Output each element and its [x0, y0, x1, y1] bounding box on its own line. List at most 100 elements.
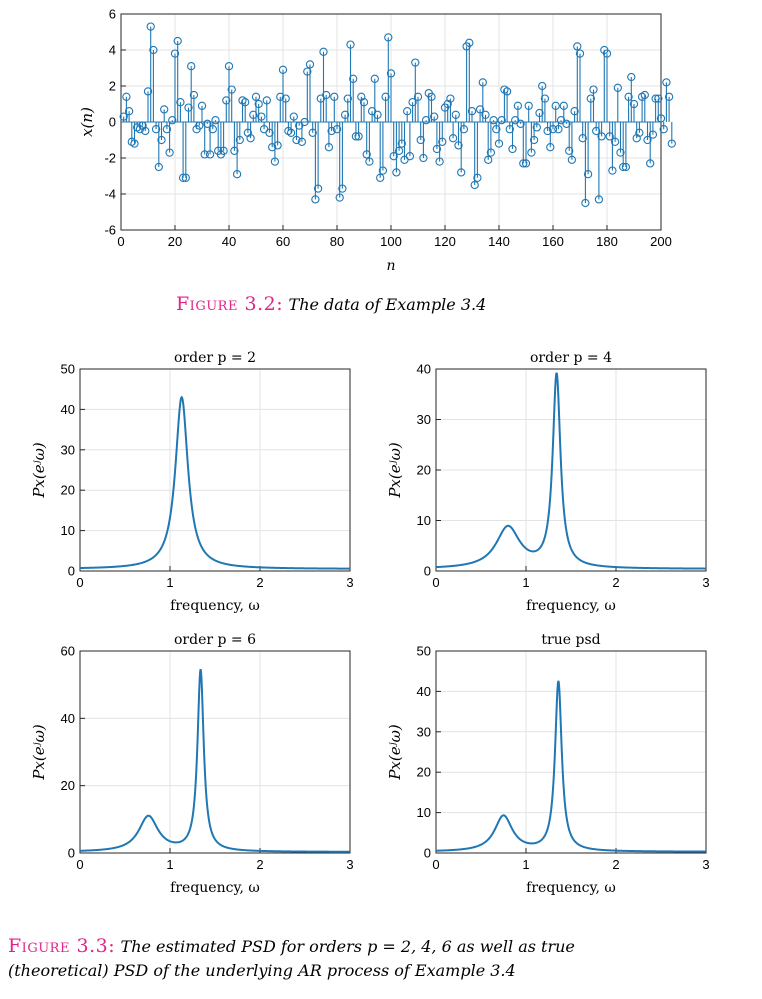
y-tick-label: 50 [61, 362, 75, 377]
stem-marker [446, 94, 455, 103]
stem-marker [162, 125, 172, 134]
stem-marker [197, 101, 207, 110]
stem-marker [251, 92, 261, 101]
stem-marker [349, 74, 358, 83]
stem-marker [621, 162, 631, 172]
y-axis-label: x(n) [78, 107, 96, 137]
chart-psd-2 [435, 368, 707, 572]
figure-3-3-label: Figure 3.3: [8, 935, 116, 957]
psd-curve [80, 395, 351, 570]
stem-marker [187, 62, 196, 71]
stem-marker [235, 135, 244, 145]
stem-marker [365, 157, 374, 166]
psd-curve [435, 372, 706, 570]
stem-marker [222, 96, 231, 105]
x-tick-label: 0 [76, 857, 83, 872]
stem-marker [322, 90, 331, 100]
stem-marker [289, 112, 298, 121]
x-tick-label: 200 [650, 234, 672, 249]
stem-marker [165, 148, 174, 157]
chart-psd-3 [79, 650, 351, 854]
x-axis-label: n [386, 258, 395, 274]
chart-psd-4 [435, 650, 707, 854]
stem-marker [340, 110, 350, 119]
figure-3-3-text-line2: (theoretical) PSD of the underlying AR p… [8, 961, 516, 980]
figure-3-3-caption: Figure 3.3: The estimated PSD for orders… [8, 934, 758, 983]
y-tick-label: 0 [109, 115, 116, 130]
y-tick-label: 20 [417, 765, 431, 780]
stem-marker [648, 130, 658, 139]
stem-marker [548, 125, 558, 134]
stem-marker [494, 139, 504, 148]
x-tick-label: 1 [522, 575, 529, 590]
y-axis-label: Px(eʲω) [386, 724, 404, 780]
x-tick-label: 0 [117, 234, 124, 249]
stem-marker [324, 143, 334, 152]
stem-marker [335, 193, 344, 202]
stem-marker [205, 150, 215, 159]
stem-marker [516, 119, 525, 128]
stem-marker [265, 128, 274, 137]
x-tick-label: 3 [346, 857, 353, 872]
x-tick-label: 60 [276, 234, 290, 249]
stem-marker [403, 107, 412, 116]
stem-marker [616, 148, 625, 157]
figure-3-2-label: Figure 3.2: [176, 293, 284, 315]
stem-marker [602, 49, 612, 58]
stem-marker [241, 98, 250, 107]
x-tick-label: 2 [256, 575, 263, 590]
stem-marker [497, 116, 506, 125]
stem-marker [605, 132, 614, 141]
stem-marker [168, 116, 177, 125]
y-tick-label: 20 [417, 463, 431, 478]
x-tick-label: 0 [432, 575, 439, 590]
stem-marker [392, 168, 401, 177]
stem-marker [465, 38, 474, 47]
stem-marker [567, 155, 577, 164]
x-axis-label: frequency, ω [526, 598, 616, 614]
y-tick-label: 40 [417, 684, 431, 699]
stem-marker [311, 195, 320, 204]
x-tick-label: 80 [330, 234, 344, 249]
y-tick-label: 20 [61, 483, 75, 498]
stem-marker [416, 135, 425, 145]
y-tick-label: 30 [417, 724, 431, 739]
y-tick-label: -2 [104, 151, 116, 166]
stem-marker [143, 87, 153, 96]
x-tick-label: 120 [434, 234, 456, 249]
stem-marker [389, 152, 398, 161]
stem-marker [178, 173, 188, 182]
stem-marker [405, 152, 415, 161]
y-tick-label: 0 [68, 564, 75, 579]
stem-marker [330, 92, 339, 101]
psd-curve [79, 668, 351, 853]
x-tick-label: 0 [432, 857, 439, 872]
stem-marker [408, 98, 417, 107]
stem-marker [278, 65, 288, 74]
stem-marker [343, 94, 352, 103]
subplot-title: order p = 6 [174, 632, 256, 648]
stem-marker [208, 125, 217, 134]
stem-marker [119, 112, 128, 121]
stem-marker [421, 116, 431, 125]
stem-marker [597, 132, 606, 141]
stem-marker [313, 184, 323, 193]
y-tick-label: 6 [109, 7, 116, 22]
stem-marker [227, 85, 236, 94]
stem-marker [181, 173, 190, 182]
stem-marker [354, 132, 363, 141]
stem-marker [540, 94, 550, 103]
x-tick-label: 40 [222, 234, 236, 249]
figure-3-2-text: The data of Example 3.4 [288, 295, 487, 314]
stem-marker [470, 180, 479, 190]
y-tick-label: -6 [104, 223, 116, 238]
stem-marker [146, 22, 155, 31]
y-tick-label: 4 [109, 43, 116, 58]
y-tick-label: 30 [417, 412, 431, 427]
x-axis-label: frequency, ω [170, 598, 260, 614]
stem-marker [529, 135, 539, 145]
stem-marker [292, 135, 301, 145]
stem-marker [268, 143, 277, 152]
subplot-title: order p = 4 [530, 350, 612, 366]
stem-marker [170, 49, 180, 58]
